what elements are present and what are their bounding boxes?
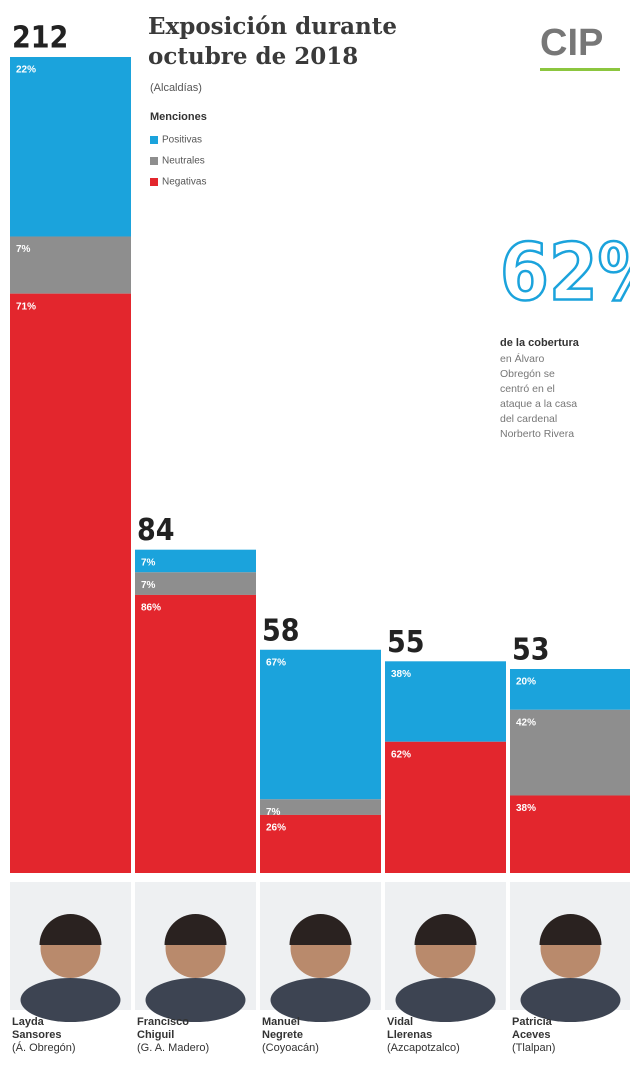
bar-segment: [10, 236, 131, 294]
legend-label: Positivas: [162, 135, 202, 146]
photo-body: [20, 978, 121, 1022]
total-label: 55: [387, 625, 425, 660]
logo: CIP: [540, 22, 603, 64]
segment-label: 7%: [141, 557, 156, 568]
bar-segment: [385, 741, 506, 873]
bar-segment: [135, 594, 256, 873]
segment-label: 67%: [266, 657, 286, 668]
chart-subtitle: (Alcaldías): [150, 82, 202, 94]
total-label: 53: [512, 633, 550, 668]
bar-segment: [135, 572, 256, 595]
segment-label: 42%: [516, 717, 536, 728]
candidate-name: Francisco Chiguil: [137, 1016, 189, 1041]
candidate: Francisco Chiguil (G. A. Madero): [137, 1016, 237, 1055]
annotation-line: Obregón se: [500, 368, 555, 380]
annotation-line: en Álvaro: [500, 352, 545, 365]
photo-hair: [164, 913, 227, 945]
segment-label: 22%: [16, 65, 36, 76]
candidate-district: (Coyoacán): [262, 1042, 319, 1054]
photo-hair: [289, 914, 352, 945]
legend-label: Negativas: [162, 177, 206, 188]
legend-title: Menciones: [150, 111, 207, 123]
bar-segment: [260, 649, 381, 800]
legend-swatch: [150, 157, 158, 165]
annotation-lead: de la cobertura: [500, 337, 580, 349]
photo-body: [395, 978, 496, 1022]
segment-label: 7%: [16, 244, 31, 255]
photo-body: [270, 978, 371, 1022]
segment-label: 71%: [16, 301, 36, 312]
annotation-line: ataque a la casa: [500, 398, 577, 410]
bar-segment: [260, 799, 381, 815]
segment-label: 7%: [266, 807, 281, 818]
candidate-name: Vidal Llerenas: [387, 1016, 433, 1041]
photo-hair: [539, 913, 602, 945]
chart-title: octubre de 2018: [148, 43, 358, 70]
total-label: 212: [12, 21, 68, 56]
legend-swatch: [150, 178, 158, 186]
segment-label: 38%: [516, 803, 536, 814]
annotation-line: del cardenal: [500, 413, 557, 425]
candidate-district: (Azcapotzalco): [387, 1042, 460, 1054]
candidate-district: (G. A. Madero): [137, 1042, 210, 1054]
legend-label: Neutrales: [162, 156, 205, 167]
segment-label: 62%: [391, 749, 411, 760]
legend-swatch: [150, 136, 158, 144]
bar-segment: [510, 795, 630, 873]
candidate-name: Layda Sansores: [12, 1016, 62, 1041]
segment-label: 38%: [391, 669, 411, 680]
bar-segment: [510, 709, 630, 796]
photo-hair: [39, 913, 102, 945]
candidate-district: (Á. Obregón): [12, 1042, 76, 1054]
candidate: Layda Sansores (Á. Obregón): [12, 1016, 112, 1055]
segment-label: 86%: [141, 603, 161, 614]
bar-segment: [10, 293, 131, 873]
candidate: Manuel Negrete (Coyoacán): [262, 1016, 362, 1055]
bar-segment: [385, 661, 506, 742]
total-label: 58: [262, 613, 300, 648]
photo-body: [520, 978, 621, 1022]
photo-body: [145, 978, 246, 1022]
segment-label: 26%: [266, 823, 286, 834]
candidate-name: Patricia Aceves: [512, 1016, 552, 1041]
segment-label: 20%: [516, 677, 536, 688]
annotation-headline: 62%: [500, 228, 630, 318]
candidate: Patricia Aceves (Tlalpan): [512, 1016, 612, 1055]
logo-underline: [540, 68, 620, 71]
annotation-line: Norberto Rivera: [500, 428, 574, 440]
bar-segment: [135, 549, 256, 573]
bar-segment: [10, 57, 131, 237]
candidate: Vidal Llerenas (Azcapotzalco): [387, 1016, 487, 1055]
bar-segment: [260, 814, 381, 873]
candidate-district: (Tlalpan): [512, 1042, 556, 1054]
bar-segment: [510, 669, 630, 710]
annotation-line: centró en el: [500, 383, 555, 395]
chart-title: Exposición durante: [148, 13, 397, 40]
segment-label: 7%: [141, 580, 156, 591]
candidate-name: Manuel Negrete: [262, 1016, 303, 1041]
photo-hair: [414, 913, 477, 945]
total-label: 84: [137, 513, 175, 548]
